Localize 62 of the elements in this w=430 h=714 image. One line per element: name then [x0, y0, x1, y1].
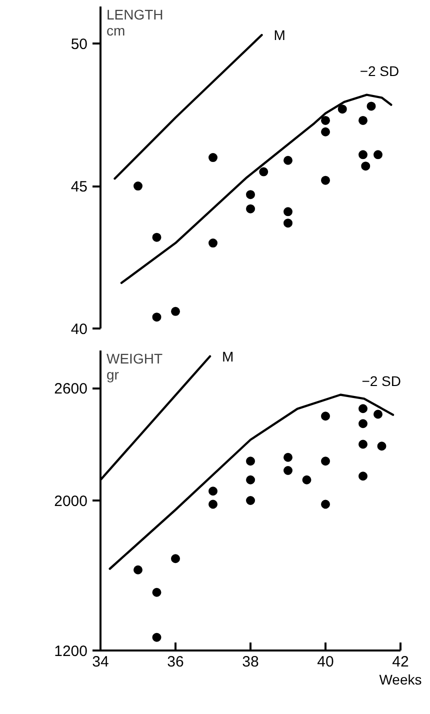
series-label: −2 SD [362, 372, 402, 389]
point [358, 440, 368, 449]
point [358, 116, 368, 125]
point [208, 486, 218, 496]
point [171, 306, 180, 316]
point [284, 452, 292, 462]
x-axis-title: Weeks [379, 672, 422, 688]
point [338, 104, 347, 114]
x-tick-label: 38 [242, 654, 259, 670]
point [284, 156, 292, 165]
point [361, 162, 370, 171]
y-tick-label: 2000 [54, 493, 88, 510]
series-label: M [274, 26, 286, 43]
point [246, 496, 255, 505]
point [377, 442, 386, 451]
series-label: −2 SD [360, 62, 400, 79]
point [374, 410, 382, 419]
y-tick-label: 50 [70, 36, 88, 54]
y-axis-title: LENGTH cm [106, 6, 164, 38]
line-series [120, 94, 392, 284]
point [152, 232, 162, 242]
y-tick-label: 1200 [54, 643, 88, 660]
point [208, 238, 218, 248]
point [321, 116, 330, 125]
point [284, 207, 292, 216]
point [321, 127, 330, 136]
series-label: M [222, 348, 234, 364]
point [171, 554, 180, 564]
x-tick-label: 42 [392, 654, 409, 670]
point [284, 466, 292, 475]
point [208, 153, 218, 162]
point [321, 176, 330, 185]
point [302, 475, 312, 484]
point [358, 419, 368, 428]
point [152, 312, 162, 322]
point [246, 475, 255, 484]
point [284, 218, 292, 228]
x-tick-label: 36 [167, 654, 184, 670]
point [321, 412, 330, 421]
line-series [108, 394, 394, 570]
y-tick-label: 40 [70, 321, 88, 338]
y-axis-title: WEIGHT gr [106, 350, 163, 382]
y-tick-label: 45 [70, 178, 88, 196]
point [152, 632, 162, 642]
point [321, 456, 330, 466]
point [246, 204, 255, 214]
point [152, 588, 162, 597]
point [358, 404, 368, 414]
x-tick-label: 34 [92, 654, 109, 670]
point [358, 472, 368, 481]
point [208, 500, 218, 509]
point [246, 456, 255, 466]
point [259, 167, 268, 176]
point [358, 150, 368, 160]
point [366, 102, 376, 111]
point [321, 500, 330, 509]
y-tick-label: 2600 [54, 380, 88, 398]
x-tick-label: 40 [317, 654, 334, 670]
point [134, 565, 142, 574]
point [374, 150, 382, 160]
point [246, 190, 255, 200]
point [134, 182, 142, 191]
